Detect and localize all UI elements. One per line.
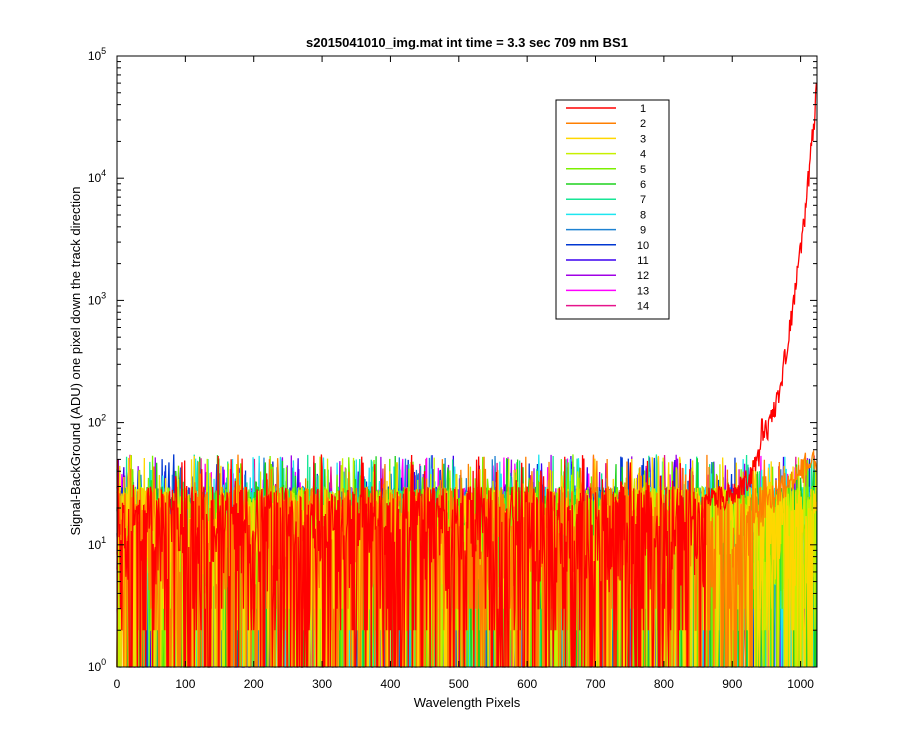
x-tick-label: 100 [175, 677, 195, 691]
legend-label-1: 1 [640, 103, 646, 115]
legend-box [555, 99, 670, 320]
legend-label-3: 3 [640, 133, 646, 145]
y-tick-label: 104 [88, 168, 106, 185]
x-tick-label: 300 [312, 677, 332, 691]
legend-label-4: 4 [640, 149, 646, 161]
legend-label-9: 9 [640, 225, 646, 237]
x-tick-label: 1000 [787, 677, 814, 691]
y-tick-label: 103 [88, 290, 106, 307]
x-axis-label: Wavelength Pixels [414, 695, 521, 710]
x-tick-label: 500 [449, 677, 469, 691]
series-layer [116, 83, 817, 668]
x-tick-label: 900 [722, 677, 742, 691]
series-line-1 [116, 83, 817, 668]
x-tick-label: 600 [517, 677, 537, 691]
y-tick-label: 102 [88, 413, 106, 430]
x-tick-label: 700 [586, 677, 606, 691]
chart-title: s2015041010_img.mat int time = 3.3 sec 7… [306, 35, 628, 50]
plot-frame [116, 55, 818, 668]
legend-label-14: 14 [637, 301, 649, 313]
x-tick-label: 200 [244, 677, 264, 691]
legend-label-10: 10 [637, 240, 649, 252]
y-tick-label: 100 [88, 657, 106, 674]
legend-label-2: 2 [640, 118, 646, 130]
y-tick-label: 105 [88, 46, 106, 63]
y-axis-label: Signal-BackGround (ADU) one pixel down t… [68, 186, 83, 535]
legend-label-6: 6 [640, 179, 646, 191]
y-tick-label: 101 [88, 535, 106, 552]
legend-label-11: 11 [637, 255, 648, 267]
x-tick-label: 800 [654, 677, 674, 691]
legend-label-13: 13 [637, 285, 649, 297]
legend-label-7: 7 [640, 194, 646, 206]
x-axis: 0 100 200 300 400 500 600 700 800 900 1000 [114, 56, 814, 691]
legend-label-5: 5 [640, 164, 646, 176]
legend-label-12: 12 [637, 270, 649, 282]
x-tick-label: 400 [380, 677, 400, 691]
legend-label-8: 8 [640, 209, 646, 221]
x-tick-label: 0 [114, 677, 121, 691]
